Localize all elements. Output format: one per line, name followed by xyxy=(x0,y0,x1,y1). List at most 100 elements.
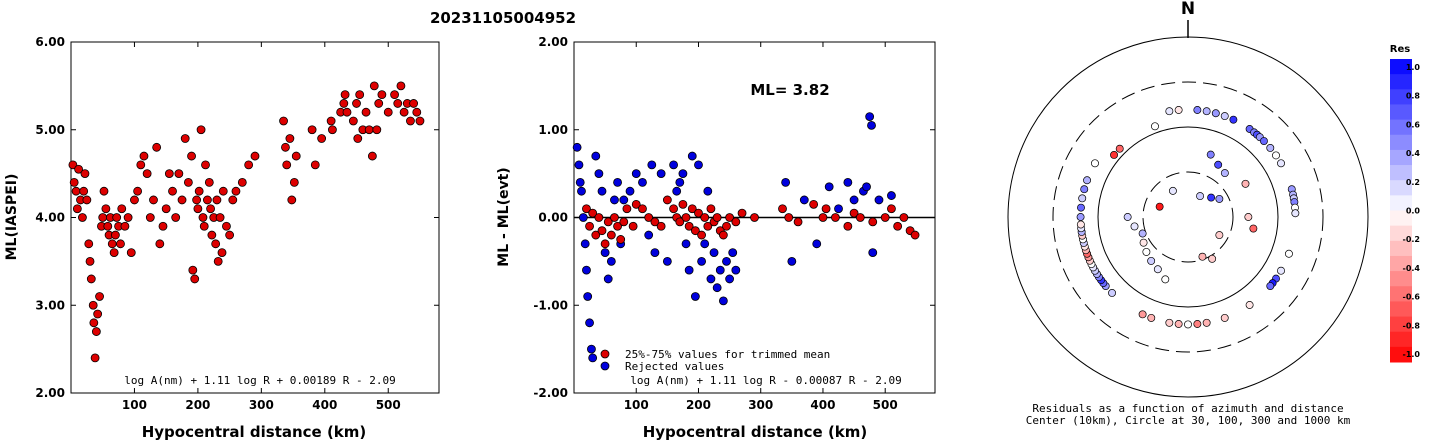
data-point xyxy=(187,151,196,161)
rejected-point xyxy=(681,239,691,249)
data-point xyxy=(203,195,212,205)
kept-point xyxy=(622,204,632,214)
rejected-point xyxy=(619,195,629,205)
rejected-point xyxy=(709,248,719,258)
data-point xyxy=(196,125,206,135)
data-point xyxy=(367,151,377,161)
colorbar-tick-label: 0.0 xyxy=(1406,207,1421,216)
rejected-point xyxy=(787,256,797,266)
kept-point xyxy=(868,217,878,227)
station-point xyxy=(1165,318,1174,327)
colorbar-cell xyxy=(1390,316,1412,333)
station-point xyxy=(1284,249,1293,258)
data-point xyxy=(155,239,165,249)
colorbar-cell xyxy=(1390,301,1412,318)
rejected-point xyxy=(700,239,710,249)
data-point xyxy=(348,116,358,126)
rejected-point xyxy=(647,160,657,170)
station-point xyxy=(1138,229,1147,238)
colorbar-cell xyxy=(1390,271,1412,287)
kept-point xyxy=(631,199,641,209)
data-point xyxy=(112,213,122,222)
y-tick-label: -2.00 xyxy=(533,386,568,400)
data-point xyxy=(193,204,203,214)
distance-rings xyxy=(1007,36,1369,398)
data-point xyxy=(289,177,299,187)
rejected-point xyxy=(572,142,582,152)
x-tick-label: 500 xyxy=(376,398,401,412)
data-point xyxy=(69,177,79,187)
data-point xyxy=(91,327,101,336)
kept-point xyxy=(675,217,685,227)
colorbar-cell xyxy=(1390,331,1412,348)
station-points xyxy=(1076,106,1300,329)
kept-point xyxy=(690,226,700,236)
data-point xyxy=(85,256,95,266)
data-point xyxy=(206,204,215,214)
x-tick-label: 300 xyxy=(249,398,274,412)
x-tick-label: 500 xyxy=(873,398,898,412)
kept-point xyxy=(628,221,638,231)
y-tick-label: 4.00 xyxy=(35,211,65,225)
station-point xyxy=(1211,109,1220,118)
kept-point xyxy=(849,208,859,218)
panel-ml-iaspei: 100 200 300 400 500 2.00 3.00 4.00 5.00 6.00 Hypo… xyxy=(4,35,440,441)
rejected-point xyxy=(588,353,598,363)
kept-point xyxy=(712,213,722,222)
y-tick-label: 2.00 xyxy=(538,35,568,49)
y-tick-label: 3.00 xyxy=(35,298,65,312)
colorbar-cell xyxy=(1390,59,1412,75)
data-point xyxy=(412,107,422,117)
colorbar-cell xyxy=(1390,89,1412,105)
rejected-point xyxy=(597,186,607,196)
rejected-point xyxy=(625,186,635,196)
kept-point xyxy=(887,204,896,214)
data-point xyxy=(225,230,235,240)
station-point xyxy=(1193,106,1202,114)
station-point xyxy=(1091,159,1099,168)
data-point xyxy=(188,265,198,275)
kept-point xyxy=(610,213,619,222)
kept-point xyxy=(694,208,703,218)
data-point xyxy=(86,274,96,284)
rejected-point xyxy=(578,213,588,222)
colorbar-cell xyxy=(1390,180,1412,196)
kept-point xyxy=(606,230,616,240)
kept-point xyxy=(600,239,610,249)
data-point xyxy=(250,151,260,161)
rejected-point xyxy=(843,177,853,187)
data-point xyxy=(281,142,290,152)
station-point xyxy=(1184,320,1192,329)
data-point xyxy=(409,99,419,108)
colorbar: Res 1.0 0.8 0.6 0.4 0.2 0.0 -0.2 -0.4 -0.6 -0.8 -1… xyxy=(1390,44,1421,363)
data-point xyxy=(310,160,320,170)
station-point xyxy=(1147,313,1156,322)
rejected-point xyxy=(585,318,594,328)
data-point xyxy=(72,204,82,214)
data-point xyxy=(207,230,217,240)
kept-point xyxy=(843,221,853,231)
station-point xyxy=(1208,254,1217,263)
kept-point xyxy=(603,217,613,227)
kept-point xyxy=(831,213,840,222)
data-point xyxy=(369,81,379,91)
station-point xyxy=(1207,193,1216,202)
data-point xyxy=(211,239,221,249)
station-point xyxy=(1202,318,1211,327)
data-point xyxy=(93,309,103,319)
data-point xyxy=(180,134,190,143)
rejected-point xyxy=(887,191,896,200)
distance-ring xyxy=(1052,81,1324,353)
colorbar-ticks: 1.0 0.8 0.6 0.4 0.2 0.0 -0.2 -0.4 -0.6 -0.8 -1.0 xyxy=(1403,63,1421,359)
data-point xyxy=(212,195,222,205)
rejected-point xyxy=(672,186,682,196)
colorbar-cell xyxy=(1390,74,1412,90)
data-point xyxy=(352,99,361,108)
rejected-point xyxy=(731,265,741,275)
x-tick-label: 200 xyxy=(185,398,210,412)
data-point xyxy=(133,186,143,196)
rejected-point xyxy=(656,169,666,179)
data-point xyxy=(74,164,84,174)
kept-point xyxy=(784,213,794,222)
